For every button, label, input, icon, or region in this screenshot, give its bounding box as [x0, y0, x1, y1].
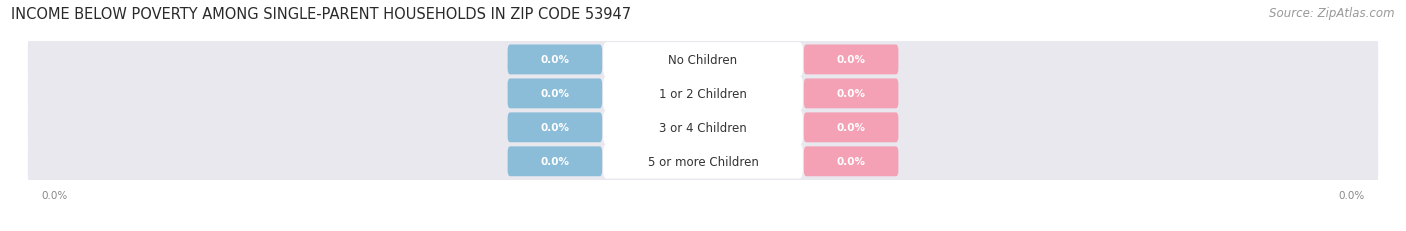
FancyBboxPatch shape	[603, 111, 803, 145]
FancyBboxPatch shape	[28, 65, 1378, 123]
FancyBboxPatch shape	[508, 45, 602, 75]
FancyBboxPatch shape	[603, 43, 803, 77]
Text: 0.0%: 0.0%	[837, 55, 866, 65]
Text: Source: ZipAtlas.com: Source: ZipAtlas.com	[1270, 7, 1395, 20]
Text: 0.0%: 0.0%	[540, 123, 569, 133]
FancyBboxPatch shape	[508, 113, 602, 143]
Text: 0.0%: 0.0%	[42, 190, 67, 200]
Text: 0.0%: 0.0%	[837, 157, 866, 167]
FancyBboxPatch shape	[804, 147, 898, 176]
FancyBboxPatch shape	[508, 147, 602, 176]
Text: 0.0%: 0.0%	[540, 89, 569, 99]
FancyBboxPatch shape	[603, 77, 803, 111]
FancyBboxPatch shape	[603, 144, 803, 179]
FancyBboxPatch shape	[28, 31, 1378, 89]
Text: 0.0%: 0.0%	[837, 89, 866, 99]
Text: 5 or more Children: 5 or more Children	[648, 155, 758, 168]
FancyBboxPatch shape	[804, 79, 898, 109]
Text: 3 or 4 Children: 3 or 4 Children	[659, 121, 747, 134]
FancyBboxPatch shape	[804, 113, 898, 143]
FancyBboxPatch shape	[28, 99, 1378, 157]
Text: INCOME BELOW POVERTY AMONG SINGLE-PARENT HOUSEHOLDS IN ZIP CODE 53947: INCOME BELOW POVERTY AMONG SINGLE-PARENT…	[11, 7, 631, 22]
Text: 0.0%: 0.0%	[1339, 190, 1364, 200]
Text: 1 or 2 Children: 1 or 2 Children	[659, 88, 747, 100]
FancyBboxPatch shape	[28, 133, 1378, 191]
Text: No Children: No Children	[668, 54, 738, 67]
Text: 0.0%: 0.0%	[837, 123, 866, 133]
FancyBboxPatch shape	[508, 79, 602, 109]
Text: 0.0%: 0.0%	[540, 157, 569, 167]
Text: 0.0%: 0.0%	[540, 55, 569, 65]
FancyBboxPatch shape	[804, 45, 898, 75]
